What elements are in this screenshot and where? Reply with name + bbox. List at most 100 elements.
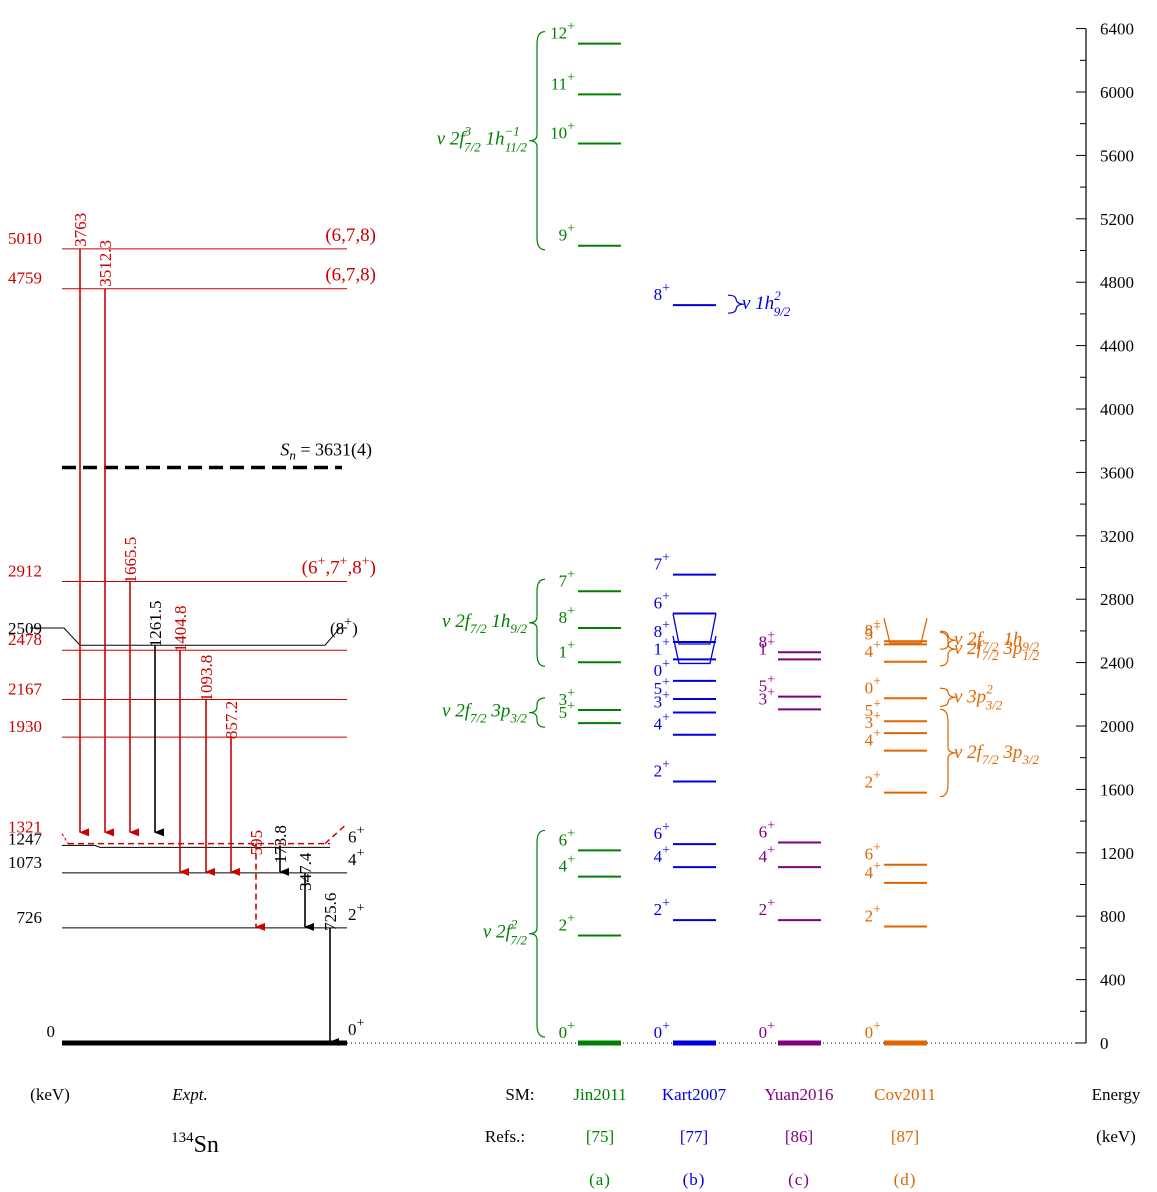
config-jin-1-brace [528, 578, 546, 667]
expt-level-2912-spin-part-3: ) [370, 557, 376, 578]
sn-value: = 3631(4) [296, 439, 372, 460]
cov-level-0-8-spin: 0+ [865, 674, 882, 697]
config-jin-1-text-sub1: 7/2 [470, 621, 487, 636]
cov-level-6-3-spin: 6+ [865, 841, 882, 864]
yuan-level-8-7-spin-spin: 8 [759, 632, 768, 651]
jin-level-7-8-spin: 7+ [559, 567, 576, 590]
jin-level-2-1-spin-parity: + [567, 912, 575, 927]
config-kart-4-text-sub1: 9/2 [774, 304, 791, 319]
jin-level-9-9-spin-parity: + [567, 222, 575, 237]
config-jin-2-text-sub1: 7/2 [470, 711, 487, 726]
cov-level-0-0-spin-spin: 0 [865, 1023, 874, 1042]
config-jin-0-text-sup1: 3 [464, 124, 472, 139]
kart-level-8-10-spin: 8+ [654, 618, 671, 641]
jin-level-1-6-spin: 1+ [559, 638, 576, 661]
expt-level-1930-energy: 1930 [8, 717, 42, 736]
jin-level-4-2-spin-spin: 4 [559, 857, 568, 876]
cov-level-4-9-spin-spin: 4 [865, 642, 874, 661]
kart-level-6-11-spin-parity: + [662, 589, 670, 604]
nucleus-label: 134Sn [171, 1130, 219, 1158]
config-jin-0-text-sub1: 7/2 [464, 140, 481, 155]
config-jin-3-text-sup1: 2 [511, 917, 518, 932]
config-jin-2-text-mid: 3p [487, 701, 511, 722]
cov-level-0-8-spin-spin: 0 [865, 678, 874, 697]
jin-level-3-5-spin: 3+ [559, 686, 576, 709]
yuan-level-0-0-spin-spin: 0 [759, 1023, 768, 1042]
expt-level-2912-spin-plus-1: + [340, 554, 348, 569]
cov-level-6-3-spin-parity: + [873, 841, 881, 856]
cov-level-8-11-spin: 8+ [865, 617, 882, 640]
yuan-level-8-7-spin-parity: + [767, 628, 775, 643]
config-cov-8-text-mid: 3p [999, 742, 1023, 763]
jin-level-7-8-spin-spin: 7 [559, 571, 568, 590]
yuan-level-4-2-spin-spin: 4 [759, 847, 768, 866]
expt-level-1247-spin-parity: + [357, 823, 365, 838]
energy-axis-title-line2: (keV) [1096, 1127, 1136, 1146]
jin-level-3-5-spin-parity: + [567, 686, 575, 701]
expt-level-1321-kink-right [324, 825, 346, 845]
kart-level-7-12-spin: 7+ [654, 551, 671, 574]
cov-level-0-8-spin-parity: + [873, 674, 881, 689]
cov-level-4-2-spin-spin: 4 [865, 863, 874, 882]
kart-level-2-4-spin: 2+ [654, 757, 671, 780]
jin-level-1-6-spin-spin: 1 [559, 642, 568, 661]
config-cov-8-text-sub1: 7/2 [982, 752, 999, 767]
jin-level-5-4-spin: 5+ [559, 699, 576, 722]
cov-level-3-10-spin-spin: 3 [865, 624, 874, 643]
column-name-jin: Jin2011 [573, 1085, 626, 1104]
refs-label: Refs.: [485, 1127, 525, 1146]
energy-tick-label-4000: 4000 [1100, 400, 1134, 419]
kart-level-2-1-spin: 2+ [654, 896, 671, 919]
expt-level-2912-spin-part-0: (6 [302, 557, 318, 578]
expt-level-1321-energy: 1321 [8, 818, 42, 837]
kart-level-0-8-spin-parity: + [662, 657, 670, 672]
expt-level-1073-spin-spin: 4 [348, 850, 357, 869]
config-cov-5-text-base: ν 2f [954, 629, 985, 650]
config-cov-7-brace [939, 687, 957, 707]
energy-tick-label-0: 0 [1100, 1034, 1109, 1053]
config-jin-0-text: ν 2f3 7/2 1h−1 11/2 [437, 124, 528, 155]
column-name-kart: Kart2007 [662, 1085, 727, 1104]
config-cov-7-text-sub1: 3/2 [985, 697, 1003, 712]
transition-label-347.4: 347.4 [296, 852, 315, 891]
config-kart-4-text-sup1: 2 [774, 288, 781, 303]
expt-level-4759-energy: 4759 [8, 269, 42, 288]
kart-level-5-7-spin: 5+ [654, 675, 671, 698]
column-ref-jin: [75] [586, 1127, 614, 1146]
kart-level-6-3-spin-spin: 6 [654, 824, 663, 843]
shell-model-columns: 0+2+4+6+5+3+1+8+7+9+10+11+12+0+2+4+6+2+4… [437, 20, 1040, 1189]
config-jin-1-text: ν 2f7/2 1h9/2 [442, 611, 527, 636]
yuan-level-0-0-spin: 0+ [759, 1019, 776, 1042]
cov-level-4-5-spin-parity: + [873, 727, 881, 742]
expt-level-726-energy: 726 [17, 908, 43, 927]
jin-level-5-4-spin-parity: + [567, 699, 575, 714]
config-cov-8-text-sub2: 3/2 [1021, 752, 1039, 767]
cov-level-4-2-spin-parity: + [873, 859, 881, 874]
energy-tick-label-5600: 5600 [1100, 146, 1134, 165]
kart-level-7-12-spin-spin: 7 [654, 555, 663, 574]
config-jin-1-text-base: ν 2f [442, 611, 473, 632]
energy-tick-label-400: 400 [1100, 971, 1126, 990]
config-jin-2-text-sub2: 3/2 [509, 711, 527, 726]
expt-level-726-spin-parity: + [357, 901, 365, 916]
jin-level-0-0-spin-parity: + [567, 1019, 575, 1034]
kart-level-2-1-spin-parity: + [662, 896, 670, 911]
expt-level-2509-line [30, 627, 347, 646]
config-cov-6-text-sub2: 1/2 [1022, 648, 1039, 663]
config-kart-4-text: ν 1h2 9/2 [742, 288, 791, 319]
jin-level-6-3-spin-parity: + [567, 826, 575, 841]
expt-level-2912-spin: (6+,7+,8+) [302, 554, 376, 578]
config-jin-0-text-sub2: 11/2 [505, 140, 528, 155]
kart-trap-1 [672, 635, 717, 665]
config-cov-7-text-base: ν 3p [954, 686, 986, 707]
kart-level-7-12-spin-parity: + [662, 551, 670, 566]
column-ref-cov: [87] [891, 1127, 919, 1146]
expt-level-2912-spin-plus-2: + [362, 554, 370, 569]
kart-level-8-10-spin-spin: 8 [654, 622, 663, 641]
kart-level-8-10-spin-parity: + [662, 618, 670, 633]
kart-level-8-13-spin-parity: + [662, 281, 670, 296]
jin-level-12-12-spin-spin: 12 [550, 24, 567, 43]
jin-level-11-11-spin-parity: + [567, 70, 575, 85]
